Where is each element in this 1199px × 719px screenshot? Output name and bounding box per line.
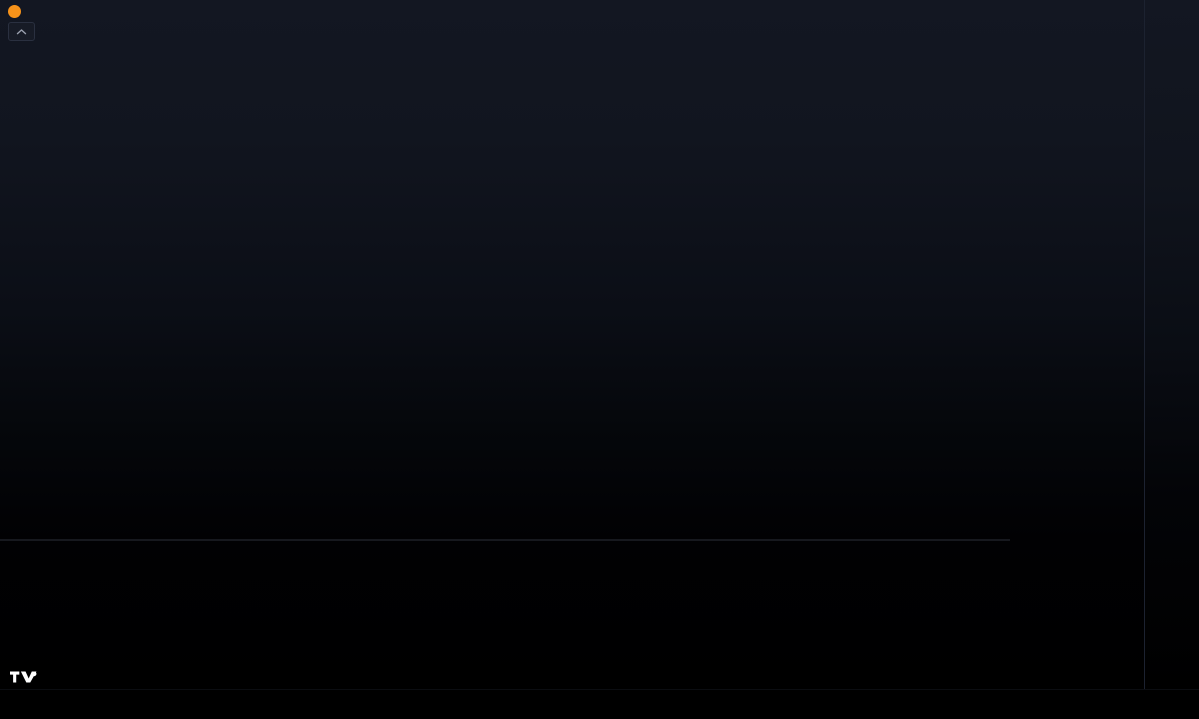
chart-canvas[interactable] [0,0,1145,690]
tradingview-logo[interactable] [10,668,38,691]
time-axis[interactable] [0,689,1199,719]
chart-pane[interactable] [0,0,1145,690]
bitcoin-icon [8,5,21,18]
price-axis[interactable] [1144,0,1199,690]
chevron-up-icon[interactable] [8,22,35,41]
chart-legend[interactable] [8,5,35,41]
symbol-row[interactable] [8,5,35,18]
chart-background [0,0,1145,690]
axis-settings-icon[interactable] [1176,695,1195,714]
